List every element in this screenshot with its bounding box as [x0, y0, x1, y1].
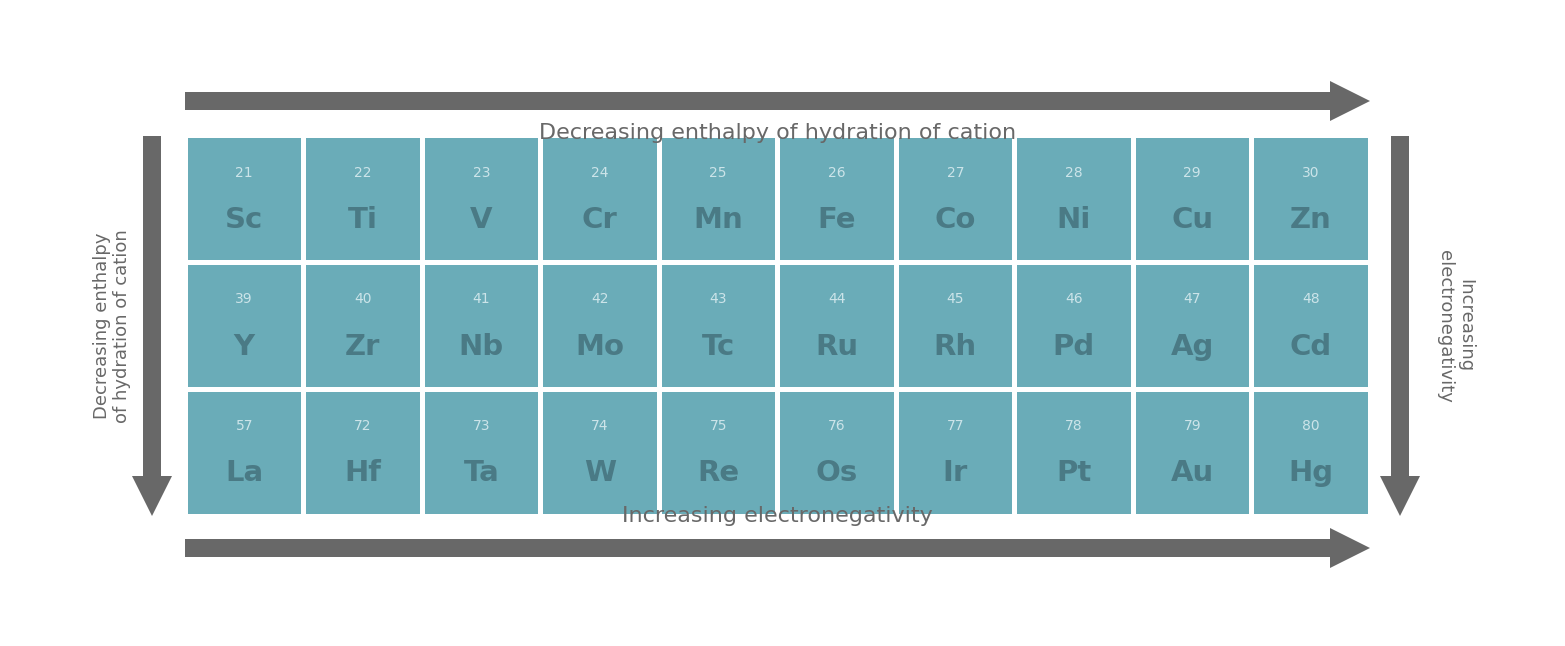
Text: 47: 47 [1183, 292, 1200, 306]
Text: 22: 22 [354, 165, 371, 180]
Bar [307, 392, 419, 514]
Text: Decreasing enthalpy
of hydration of cation: Decreasing enthalpy of hydration of cati… [92, 229, 131, 423]
Text: Re: Re [696, 459, 739, 487]
Text: 78: 78 [1064, 419, 1083, 433]
Text: 40: 40 [354, 292, 371, 306]
Bar [543, 265, 656, 387]
Bar [1136, 392, 1249, 514]
Text: 25: 25 [709, 165, 728, 180]
Text: 26: 26 [828, 165, 845, 180]
Text: 48: 48 [1302, 292, 1319, 306]
Text: Increasing
electronegativity: Increasing electronegativity [1435, 249, 1474, 402]
FancyArrow shape [185, 81, 1369, 121]
Text: Ta: Ta [463, 459, 499, 487]
Bar [307, 265, 419, 387]
Text: 75: 75 [709, 419, 728, 433]
Text: 27: 27 [947, 165, 964, 180]
Text: Hg: Hg [1288, 459, 1333, 487]
Bar [662, 138, 775, 260]
Bar [424, 265, 538, 387]
Text: 24: 24 [592, 165, 609, 180]
Bar [188, 138, 300, 260]
Bar [543, 392, 656, 514]
Bar [188, 265, 300, 387]
Text: Au: Au [1171, 459, 1214, 487]
Text: 77: 77 [947, 419, 964, 433]
Bar [307, 138, 419, 260]
FancyArrow shape [1380, 136, 1419, 516]
Bar [188, 392, 300, 514]
Text: 23: 23 [473, 165, 490, 180]
Bar [1254, 138, 1368, 260]
Text: Nb: Nb [459, 333, 504, 360]
FancyArrow shape [185, 528, 1369, 568]
Text: Fe: Fe [817, 206, 856, 234]
Bar [424, 138, 538, 260]
Text: Increasing electronegativity: Increasing electronegativity [623, 506, 933, 526]
Text: 57: 57 [235, 419, 254, 433]
Bar [1136, 265, 1249, 387]
Bar [898, 138, 1013, 260]
Text: 80: 80 [1302, 419, 1319, 433]
Text: 46: 46 [1064, 292, 1083, 306]
Text: Ni: Ni [1056, 206, 1091, 234]
Bar [1017, 392, 1130, 514]
Text: W: W [584, 459, 615, 487]
Bar [1254, 265, 1368, 387]
Text: Pd: Pd [1053, 333, 1096, 360]
Text: Hf: Hf [344, 459, 382, 487]
Text: Ir: Ir [942, 459, 967, 487]
Text: 44: 44 [828, 292, 845, 306]
FancyArrow shape [131, 136, 172, 516]
Text: 72: 72 [354, 419, 371, 433]
Text: Zn: Zn [1290, 206, 1332, 234]
Bar [779, 392, 894, 514]
Bar [424, 392, 538, 514]
Bar [1136, 138, 1249, 260]
Text: Co: Co [934, 206, 977, 234]
Bar [1254, 392, 1368, 514]
Bar [779, 138, 894, 260]
Text: Decreasing enthalpy of hydration of cation: Decreasing enthalpy of hydration of cati… [538, 123, 1016, 143]
Text: Ag: Ag [1171, 333, 1214, 360]
Text: Ru: Ru [815, 333, 858, 360]
Text: Cr: Cr [582, 206, 618, 234]
Text: 41: 41 [473, 292, 490, 306]
Text: Os: Os [815, 459, 858, 487]
Bar [543, 138, 656, 260]
Bar [1017, 138, 1130, 260]
Text: 76: 76 [828, 419, 845, 433]
Text: 79: 79 [1183, 419, 1200, 433]
Text: 43: 43 [709, 292, 728, 306]
Bar [662, 392, 775, 514]
Text: Y: Y [233, 333, 255, 360]
Bar [779, 265, 894, 387]
Text: Rh: Rh [934, 333, 977, 360]
Text: Cu: Cu [1171, 206, 1213, 234]
Text: Mo: Mo [576, 333, 624, 360]
Text: 30: 30 [1302, 165, 1319, 180]
Text: 42: 42 [592, 292, 609, 306]
Text: V: V [470, 206, 493, 234]
Text: 28: 28 [1064, 165, 1083, 180]
Text: 74: 74 [592, 419, 609, 433]
Text: 39: 39 [235, 292, 254, 306]
Text: 21: 21 [235, 165, 254, 180]
Text: 73: 73 [473, 419, 490, 433]
Text: La: La [225, 459, 263, 487]
Bar [898, 392, 1013, 514]
Text: Mn: Mn [693, 206, 743, 234]
Text: Zr: Zr [344, 333, 380, 360]
Bar [898, 265, 1013, 387]
Text: Sc: Sc [225, 206, 263, 234]
Text: Tc: Tc [701, 333, 736, 360]
Bar [662, 265, 775, 387]
Text: Pt: Pt [1056, 459, 1091, 487]
Text: Ti: Ti [347, 206, 377, 234]
Bar [1017, 265, 1130, 387]
Text: 29: 29 [1183, 165, 1200, 180]
Text: Cd: Cd [1290, 333, 1332, 360]
Text: 45: 45 [947, 292, 964, 306]
